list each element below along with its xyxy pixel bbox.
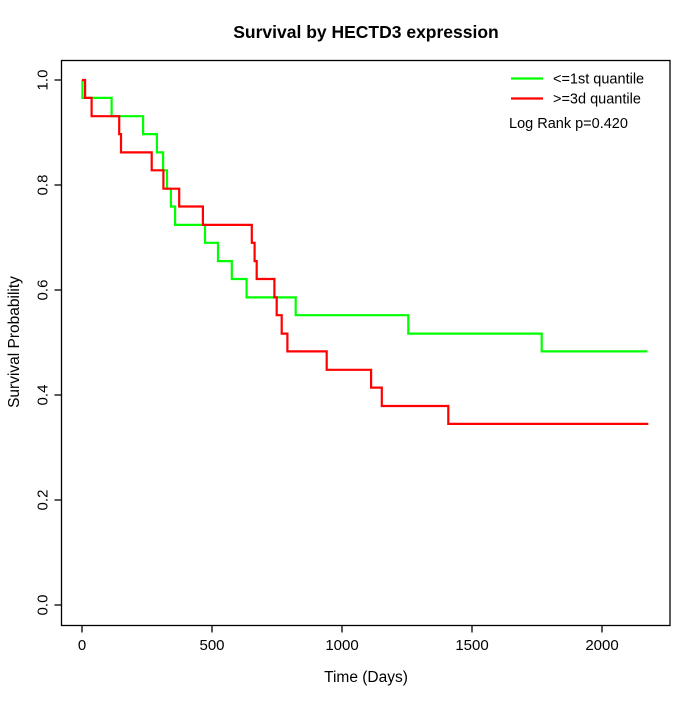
chart-title: Survival by HECTD3 expression: [233, 22, 499, 42]
legend-label-high-expression: >=3d quantile: [553, 92, 641, 108]
x-tick-label: 0: [78, 637, 86, 654]
y-tick-label: 0.6: [35, 280, 52, 301]
x-tick-label: 500: [199, 637, 224, 654]
km-curve-low-expression: [81, 78, 648, 353]
y-tick-label: 0.4: [35, 385, 52, 406]
legend: <=1st quantile >=3d quantile Log Rank p=…: [509, 72, 644, 133]
y-tick-label: 0.2: [35, 490, 52, 511]
y-axis-title: Survival Probability: [6, 276, 23, 408]
km-curve-high-expression: [82, 78, 649, 425]
legend-label-low-expression: <=1st quantile: [553, 72, 644, 88]
x-tick-label: 1000: [325, 637, 358, 654]
y-tick-label: 0.8: [35, 175, 52, 196]
x-tick-label: 2000: [585, 637, 618, 654]
y-tick-label: 1.0: [35, 70, 52, 91]
plot-border-box: [60, 59, 671, 627]
x-axis-title: Time (Days): [324, 669, 408, 686]
y-tick-label: 0.0: [35, 595, 52, 616]
x-tick-label: 1500: [455, 637, 488, 654]
x-axis-ticks: 0 500 1000 1500 2000: [78, 625, 619, 654]
log-rank-pvalue-annotation: Log Rank p=0.420: [509, 116, 628, 132]
survival-curves: [81, 78, 649, 425]
y-axis-ticks: 0.0 0.2 0.4 0.6 0.8 1.0: [35, 70, 62, 616]
